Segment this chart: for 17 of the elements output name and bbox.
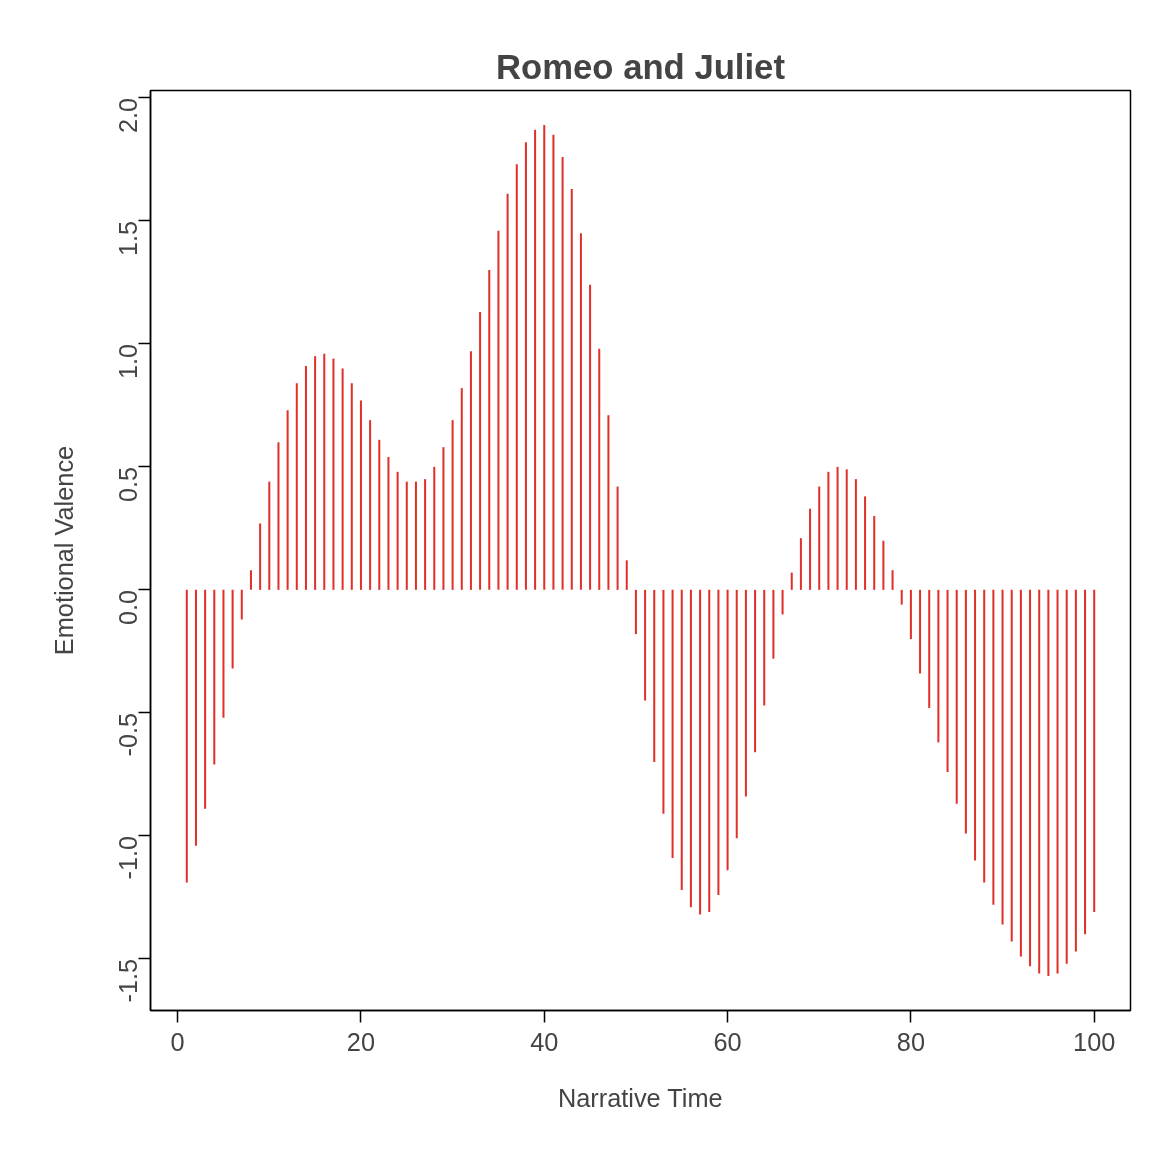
chart-title: Romeo and Juliet — [496, 47, 786, 86]
y-tick-label: 2.0 — [114, 97, 143, 134]
y-tick-label: 0.0 — [114, 589, 143, 626]
x-tick-label: 40 — [530, 1027, 559, 1056]
x-tick-label: 100 — [1073, 1027, 1116, 1056]
x-tick-label: 0 — [170, 1027, 185, 1056]
y-tick-label: 0.5 — [114, 466, 143, 503]
x-axis-title: Narrative Time — [557, 1083, 723, 1112]
x-tick-label: 60 — [713, 1027, 742, 1056]
y-axis-title: Emotional Valence — [49, 445, 78, 656]
x-tick-label: 20 — [346, 1027, 376, 1056]
y-tick-label: -1.5 — [114, 958, 143, 1003]
y-tick-label: -1.0 — [114, 835, 143, 880]
y-tick-label: -0.5 — [114, 712, 143, 757]
y-tick-label: 1.5 — [114, 220, 143, 257]
y-tick-label: 1.0 — [114, 343, 143, 380]
x-tick-label: 80 — [896, 1027, 925, 1056]
